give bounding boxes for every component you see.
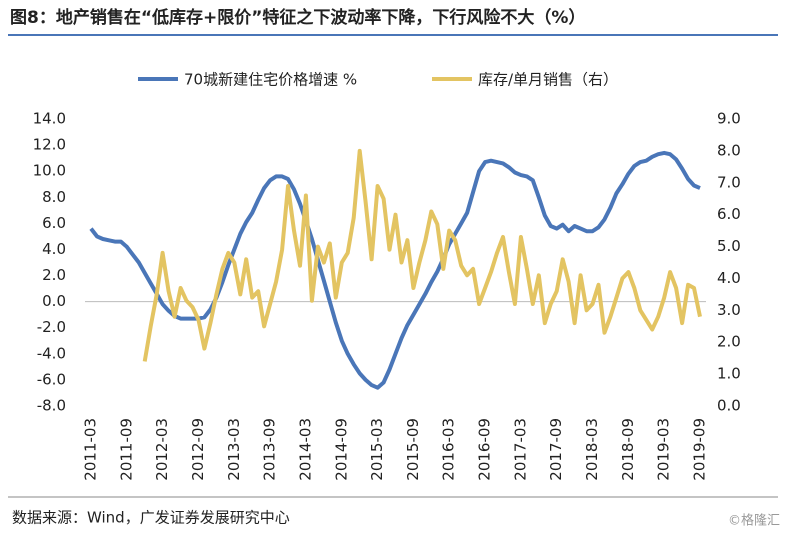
x-tick-label: 2018-03 <box>583 418 601 481</box>
x-tick-label: 2011-09 <box>117 418 135 481</box>
y-tick-label: 14.0 <box>33 110 66 128</box>
y-tick-label: -4.0 <box>37 344 66 362</box>
x-tick-label: 2012-09 <box>189 418 207 481</box>
y2-tick-label: 9.0 <box>717 110 741 128</box>
x-tick-label: 2015-03 <box>368 418 386 481</box>
x-tick-label: 2016-09 <box>476 418 494 481</box>
series-line <box>142 148 702 362</box>
y2-tick-label: 7.0 <box>717 173 741 191</box>
y-tick-label: 6.0 <box>42 214 66 232</box>
x-tick-label: 2017-03 <box>511 418 529 481</box>
x-tick-label: 2014-09 <box>332 418 350 481</box>
y-tick-label: -6.0 <box>37 370 66 388</box>
y2-tick-label: 4.0 <box>717 269 741 287</box>
y-tick-label: -8.0 <box>37 397 66 415</box>
x-tick-label: 2012-03 <box>153 418 171 481</box>
y-tick-label: 10.0 <box>33 162 66 180</box>
x-tick-label: 2019-03 <box>655 418 673 481</box>
y-tick-label: 0.0 <box>42 292 66 310</box>
y-tick-label: 12.0 <box>33 136 66 154</box>
x-tick-label: 2014-03 <box>296 418 314 481</box>
watermark: ©格隆汇 <box>728 513 780 529</box>
x-tick-label: 2018-09 <box>619 418 637 481</box>
y-tick-label: 8.0 <box>42 188 66 206</box>
y2-tick-label: 2.0 <box>717 333 741 351</box>
x-tick-label: 2013-03 <box>225 418 243 481</box>
y2-tick-label: 0.0 <box>717 397 741 415</box>
legend-label: 库存/单月销售（右） <box>478 71 618 89</box>
y2-tick-label: 1.0 <box>717 365 741 383</box>
y-tick-label: -2.0 <box>37 318 66 336</box>
series-line <box>89 150 701 390</box>
y2-tick-label: 3.0 <box>717 301 741 319</box>
y-tick-label: 2.0 <box>42 266 66 284</box>
x-tick-label: 2013-09 <box>261 418 279 481</box>
x-tick-label: 2016-03 <box>440 418 458 481</box>
x-tick-label: 2011-03 <box>82 418 100 481</box>
y2-tick-label: 5.0 <box>717 237 741 255</box>
y-tick-label: 4.0 <box>42 240 66 258</box>
x-tick-label: 2019-09 <box>691 418 709 481</box>
legend-label: 70城新建住宅价格增速 % <box>184 71 357 89</box>
y2-tick-label: 8.0 <box>717 141 741 159</box>
chart-title: 图8：地产销售在“低库存+限价”特征之下波动率下降，下行风险不大（%） <box>10 7 585 28</box>
y2-tick-label: 6.0 <box>717 205 741 223</box>
x-tick-label: 2017-09 <box>547 418 565 481</box>
source: 数据来源：Wind，广发证券发展研究中心 <box>12 509 290 527</box>
x-tick-label: 2015-09 <box>404 418 422 481</box>
